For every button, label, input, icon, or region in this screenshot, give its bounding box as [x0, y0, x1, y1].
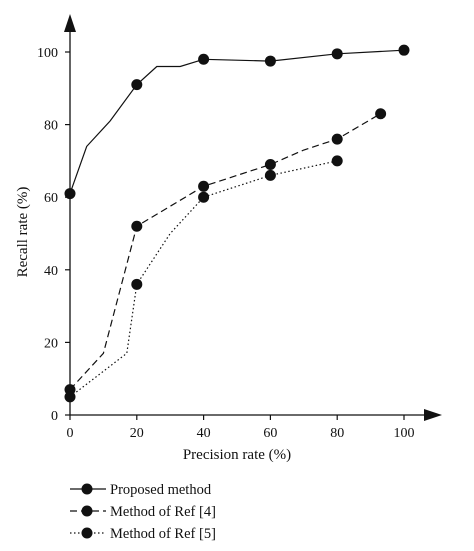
- y-tick-label: 40: [44, 264, 58, 279]
- data-point: [264, 55, 276, 67]
- y-tick-label: 100: [37, 46, 58, 61]
- data-point: [131, 278, 143, 290]
- legend-item: Proposed method: [70, 482, 212, 498]
- axes: [64, 14, 442, 421]
- data-point: [131, 79, 143, 91]
- data-point: [398, 44, 410, 56]
- data-point: [198, 53, 210, 65]
- data-point: [264, 169, 276, 181]
- x-tick-label: 100: [394, 426, 415, 441]
- series-2: [64, 108, 387, 396]
- y-tick-label: 0: [51, 409, 58, 424]
- x-axis-arrow: [424, 409, 442, 421]
- x-tick-label: 0: [67, 426, 74, 441]
- legend-item: Method of Ref [5]: [70, 526, 216, 542]
- y-tick-label: 60: [44, 191, 58, 206]
- series-1: [64, 44, 410, 200]
- legend-label: Method of Ref [5]: [110, 526, 216, 542]
- series-layer: [64, 44, 410, 403]
- data-point: [198, 180, 210, 192]
- y-axis-label: Recall rate (%): [15, 187, 31, 278]
- legend-marker: [81, 527, 93, 539]
- data-point: [131, 220, 143, 232]
- legend-marker: [81, 505, 93, 517]
- data-point: [64, 188, 76, 200]
- legend-label: Method of Ref [4]: [110, 504, 216, 520]
- data-point: [331, 48, 343, 60]
- series-3: [64, 155, 343, 403]
- x-ticks: 0 20 40 60 80 100: [67, 415, 415, 441]
- x-axis-label: Precision rate (%): [183, 447, 291, 463]
- y-tick-label: 80: [44, 119, 58, 134]
- data-point: [331, 155, 343, 167]
- series-line: [69, 113, 381, 391]
- legend: Proposed method Method of Ref [4] Method o…: [70, 482, 216, 542]
- x-tick-label: 40: [197, 426, 211, 441]
- legend-marker: [81, 483, 93, 495]
- data-point: [331, 133, 343, 145]
- x-tick-label: 20: [130, 426, 144, 441]
- data-point: [198, 191, 210, 203]
- data-point: [64, 391, 76, 403]
- x-tick-label: 80: [330, 426, 344, 441]
- legend-item: Method of Ref [4]: [70, 504, 216, 520]
- x-tick-label: 60: [263, 426, 277, 441]
- y-ticks: 0 20 40 60 80 100: [37, 46, 70, 424]
- y-tick-label: 20: [44, 336, 58, 351]
- legend-label: Proposed method: [110, 482, 212, 498]
- data-point: [375, 108, 387, 120]
- data-point: [264, 159, 276, 171]
- y-axis-arrow: [64, 14, 76, 32]
- series-line: [69, 49, 405, 194]
